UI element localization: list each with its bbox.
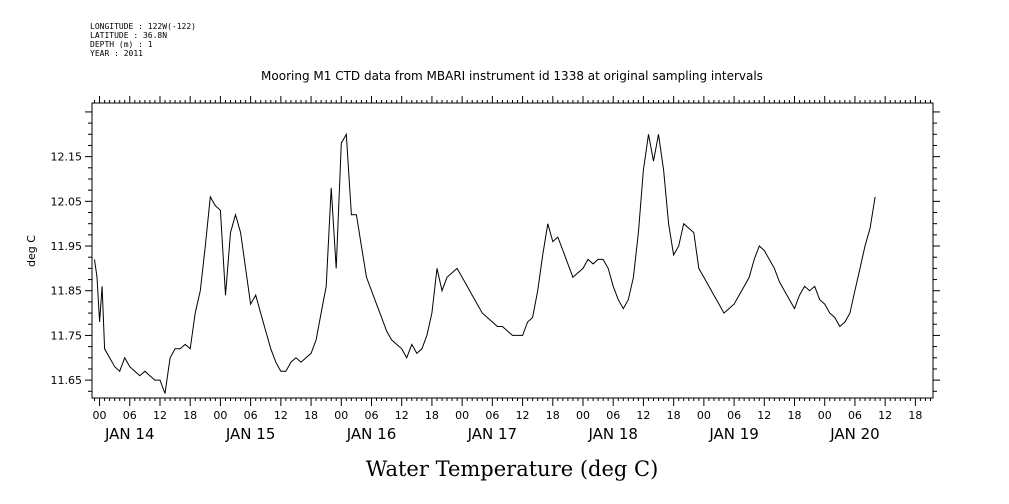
y-axis-label: deg C (25, 235, 38, 267)
x-hour-tick-label: 18 (546, 409, 560, 422)
x-hour-tick-label: 18 (183, 409, 197, 422)
depth-label: DEPTH (m) : 1 (90, 40, 153, 49)
x-hour-tick-label: 18 (425, 409, 439, 422)
chart-title: Mooring M1 CTD data from MBARI instrumen… (261, 69, 763, 83)
x-hour-tick-label: 00 (93, 409, 107, 422)
x-day-tick-label: JAN 15 (225, 425, 276, 443)
x-hour-tick-label: 12 (878, 409, 892, 422)
x-day-tick-label: JAN 14 (104, 425, 155, 443)
x-day-tick-label: JAN 16 (346, 425, 397, 443)
y-tick-label: 11.65 (51, 374, 83, 387)
x-hour-tick-label: 06 (244, 409, 258, 422)
x-hour-tick-label: 18 (667, 409, 681, 422)
x-hour-tick-label: 06 (727, 409, 741, 422)
y-tick-label: 11.95 (51, 240, 83, 253)
x-hour-tick-label: 12 (395, 409, 409, 422)
x-hour-tick-label: 06 (364, 409, 378, 422)
x-axis-label: Water Temperature (deg C) (366, 457, 659, 481)
x-hour-tick-label: 18 (304, 409, 318, 422)
plot-frame (91, 102, 934, 399)
x-hour-tick-label: 00 (697, 409, 711, 422)
x-hour-tick-label: 12 (636, 409, 650, 422)
x-day-tick-label: JAN 20 (829, 425, 880, 443)
year-label: YEAR : 2011 (90, 49, 143, 58)
x-hour-tick-label: 00 (818, 409, 832, 422)
x-hour-tick-label: 06 (123, 409, 137, 422)
x-hour-tick-label: 00 (334, 409, 348, 422)
y-tick-label: 12.15 (51, 151, 83, 164)
y-tick-label: 11.75 (51, 329, 83, 342)
x-hour-tick-label: 06 (606, 409, 620, 422)
x-hour-tick-label: 06 (848, 409, 862, 422)
x-day-tick-label: JAN 17 (467, 425, 518, 443)
x-hour-tick-label: 00 (213, 409, 227, 422)
x-hour-tick-label: 12 (153, 409, 167, 422)
tick-labels: 00 06 12 18 00 06 12 18 00 06 12 18 00 06 12 18 00 06 12 18… (51, 151, 923, 443)
axis-ticks (85, 96, 940, 406)
station-info: LONGITUDE : 122W(-122) LATITUDE : 36.8N … (90, 22, 196, 58)
x-hour-tick-label: 00 (455, 409, 469, 422)
latitude-label: LATITUDE : 36.8N (90, 31, 168, 40)
x-hour-tick-label: 06 (485, 409, 499, 422)
x-hour-tick-label: 00 (576, 409, 590, 422)
x-hour-tick-label: 18 (788, 409, 802, 422)
x-day-tick-label: JAN 18 (587, 425, 638, 443)
x-hour-tick-label: 12 (516, 409, 530, 422)
x-day-tick-label: JAN 19 (708, 425, 759, 443)
x-hour-tick-label: 12 (757, 409, 771, 422)
longitude-label: LONGITUDE : 122W(-122) (90, 22, 196, 31)
y-tick-label: 12.05 (51, 195, 83, 208)
series-line (94, 132, 876, 394)
x-hour-tick-label: 12 (274, 409, 288, 422)
x-hour-tick-label: 18 (908, 409, 922, 422)
y-tick-label: 11.85 (51, 285, 83, 298)
